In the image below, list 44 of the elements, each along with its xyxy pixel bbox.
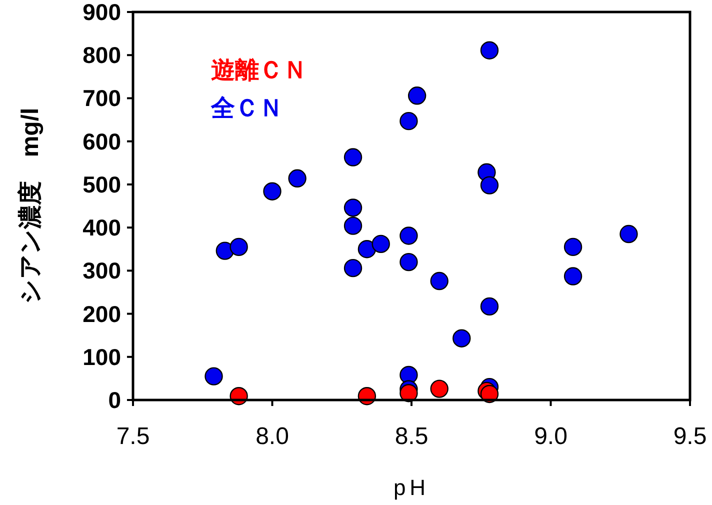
point (400, 252, 418, 272)
point (400, 226, 418, 245)
point (620, 224, 638, 244)
point (230, 238, 248, 256)
point (408, 86, 426, 105)
y-tick-label: 600 (82, 128, 121, 154)
text: 遊離ＣＮ (211, 57, 307, 84)
point (263, 182, 282, 200)
point (344, 148, 362, 166)
y-tick-label: 800 (82, 42, 121, 68)
y-tick-label: 500 (82, 171, 121, 198)
x-tick-label: 7.5 (116, 423, 150, 450)
x-tick-label: 8.0 (256, 423, 289, 450)
point (480, 297, 499, 316)
point (564, 238, 582, 256)
y-tick-label: 100 (82, 344, 121, 370)
point (564, 267, 582, 286)
point (480, 176, 499, 194)
point (344, 198, 362, 217)
point (430, 272, 448, 290)
y-tick-label: 700 (82, 85, 121, 112)
point (400, 112, 418, 130)
y-tick-label: 900 (82, 0, 121, 25)
y-tick-label: 400 (82, 214, 121, 241)
point (216, 242, 234, 260)
point (372, 234, 390, 254)
point (358, 240, 376, 258)
x-tick-label: 9.5 (673, 423, 707, 450)
y-tick-label: 300 (82, 258, 121, 284)
x-tick-label: 8.5 (394, 423, 428, 450)
y-axis-title: シアン濃度 mg/l (17, 108, 44, 304)
text: 全ＣＮ (210, 95, 283, 122)
point (288, 169, 306, 188)
y-tick-label: 0 (108, 387, 121, 413)
point (452, 329, 471, 348)
x-tick-label: 9.0 (534, 423, 568, 450)
y-tick-label: 200 (82, 300, 121, 327)
point (344, 216, 362, 235)
point (344, 258, 362, 278)
x-axis-title: pH (393, 475, 430, 500)
point (204, 367, 223, 386)
point (400, 384, 418, 402)
point (480, 41, 499, 60)
point (430, 380, 448, 398)
